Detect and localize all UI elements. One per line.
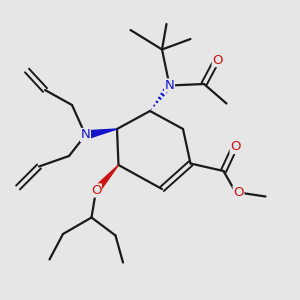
Text: N: N [165, 79, 174, 92]
Polygon shape [93, 165, 118, 193]
Text: O: O [91, 184, 101, 197]
Text: N: N [81, 128, 90, 142]
Text: O: O [230, 140, 241, 154]
Text: O: O [233, 185, 244, 199]
Polygon shape [85, 129, 117, 139]
Text: O: O [212, 53, 223, 67]
